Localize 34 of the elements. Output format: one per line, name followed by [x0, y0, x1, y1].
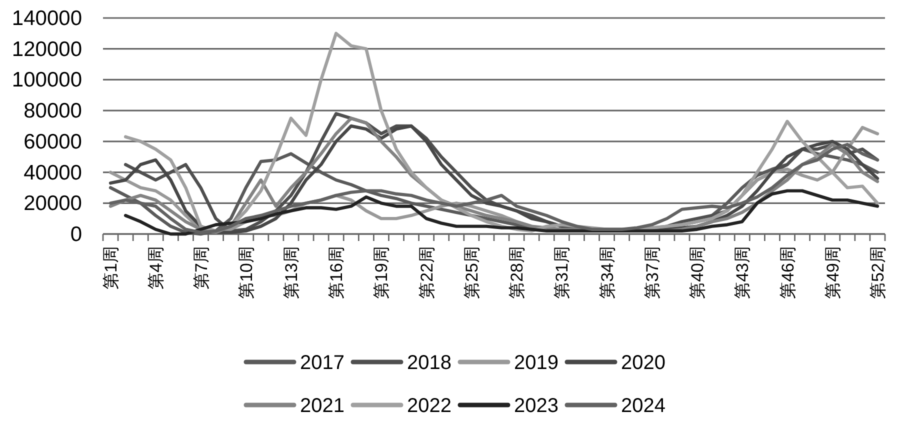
- legend-label: 2019: [514, 352, 558, 374]
- legend-label: 2021: [300, 395, 344, 417]
- y-tick-label: 0: [70, 223, 82, 246]
- y-tick-label: 140000: [12, 7, 82, 30]
- legend-label: 2018: [407, 352, 452, 374]
- x-tick-label: 第7周: [192, 246, 211, 290]
- legend-label: 2020: [621, 352, 666, 374]
- x-tick-label: 第4周: [146, 246, 166, 290]
- legend-label: 2017: [300, 352, 344, 374]
- x-tick-label: 第25周: [462, 246, 482, 299]
- x-tick-label: 第49周: [823, 246, 842, 299]
- x-tick-label: 第34周: [598, 246, 617, 299]
- x-tick-label: 第16周: [327, 246, 346, 299]
- x-tick-label: 第13周: [282, 246, 301, 299]
- x-tick-label: 第1周: [102, 246, 121, 290]
- y-tick-label: 120000: [12, 38, 82, 61]
- legend-label: 2022: [407, 395, 452, 417]
- y-tick-label: 60000: [24, 130, 82, 154]
- x-tick-label: 第40周: [688, 246, 708, 299]
- x-tick-label: 第31周: [552, 246, 572, 299]
- x-tick-label: 第52周: [868, 246, 888, 299]
- y-tick-label: 40000: [24, 161, 82, 184]
- x-tick-label: 第43周: [733, 246, 752, 299]
- legend-label: 2023: [514, 395, 558, 417]
- x-tick-label: 第46周: [778, 246, 798, 299]
- y-tick-label: 100000: [12, 68, 82, 92]
- x-tick-label: 第22周: [417, 246, 436, 299]
- y-tick-label: 80000: [24, 100, 82, 123]
- y-tick-label: 20000: [24, 192, 82, 216]
- x-tick-label: 第37周: [642, 246, 662, 299]
- x-tick-label: 第19周: [372, 246, 392, 299]
- x-tick-label: 第10周: [236, 246, 256, 299]
- legend-label: 2024: [621, 395, 666, 417]
- x-tick-label: 第28周: [508, 246, 527, 299]
